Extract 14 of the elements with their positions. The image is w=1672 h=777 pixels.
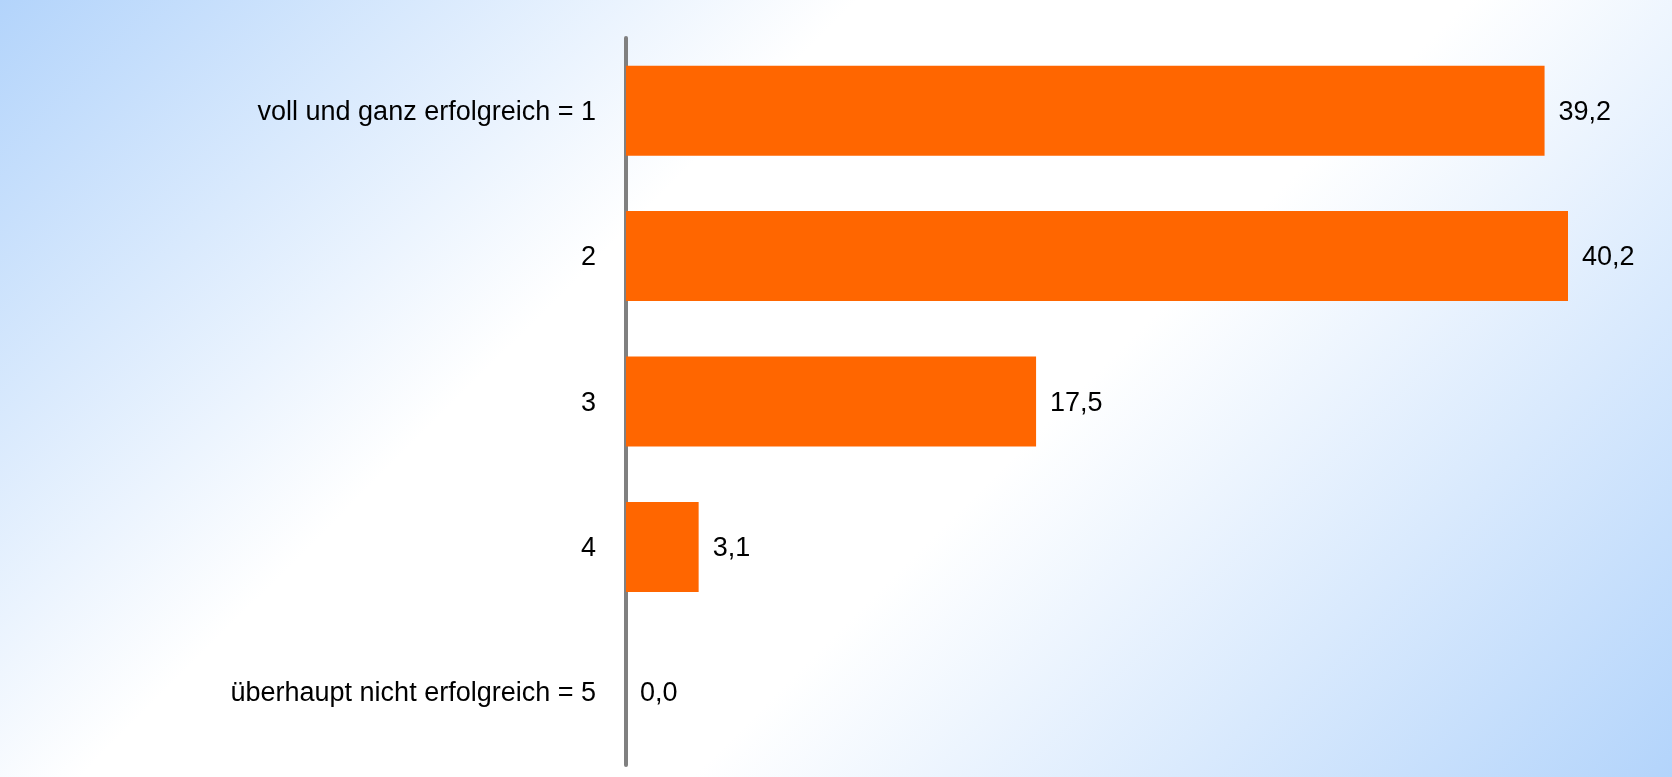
y-tick-label: überhaupt nicht erfolgreich = 5 [230,677,596,708]
data-label: 0,0 [640,677,678,708]
y-tick-label: 4 [580,531,596,562]
data-label: 40,2 [1582,241,1635,272]
y-tick-label: 2 [580,241,596,272]
bar [626,356,1037,447]
bar [626,65,1545,156]
data-label: 39,2 [1558,95,1612,126]
y-tick-label: voll und ganz erfolgreich = 1 [257,95,596,126]
y-tick-label: 3 [580,386,596,417]
data-label: 17,5 [1050,386,1103,417]
bar [626,501,699,592]
bar [626,211,1568,302]
data-label: 3,1 [712,531,751,562]
